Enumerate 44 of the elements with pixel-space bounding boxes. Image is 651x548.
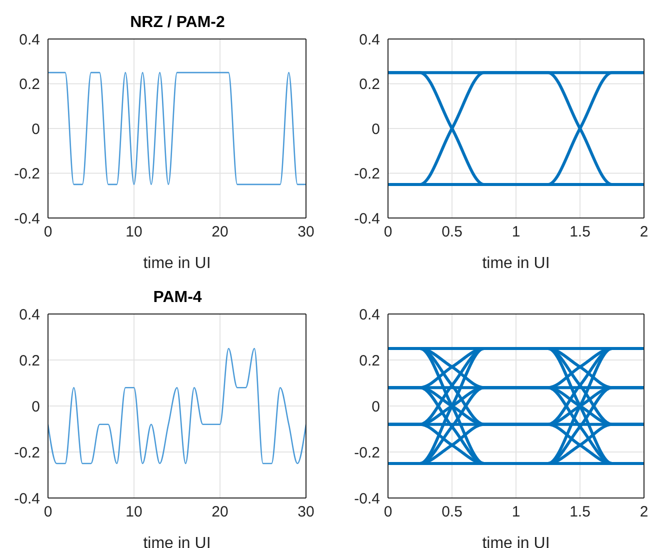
x-tick-label: 30: [298, 224, 314, 241]
y-tick-label: 0.4: [359, 31, 380, 48]
x-axis-title: time in UI: [143, 535, 211, 548]
y-tick-label: 0: [32, 120, 40, 138]
y-tick-label: 0.4: [359, 306, 380, 324]
x-axis-title: time in UI: [482, 255, 550, 272]
y-tick-label: 0.2: [19, 352, 40, 370]
x-tick-label: 0: [384, 224, 392, 241]
y-tick-label: -0.4: [14, 490, 40, 508]
x-tick-label: 0.5: [442, 504, 462, 521]
y-tick-label: -0.2: [354, 444, 380, 462]
x-tick-label: 20: [212, 504, 228, 521]
chart-title: PAM-4: [152, 289, 203, 307]
y-tick-label: 0: [372, 120, 380, 138]
x-tick-label: 0: [44, 224, 52, 241]
y-tick-label: -0.2: [354, 166, 380, 183]
x-tick-label: 1.5: [570, 504, 590, 521]
y-tick-label: 0: [32, 398, 40, 416]
x-axis-title: time in UI: [482, 535, 550, 548]
x-axis-title: time in UI: [143, 255, 211, 272]
x-tick-label: 30: [298, 504, 314, 521]
y-tick-label: 0.2: [19, 76, 40, 94]
y-tick-label: -0.2: [14, 444, 40, 462]
x-tick-label: 2: [640, 504, 648, 521]
x-tick-label: 1: [512, 504, 520, 521]
y-tick-label: -0.4: [14, 210, 40, 228]
chart-title: NRZ / PAM-2: [129, 14, 226, 32]
x-tick-label: 10: [126, 224, 142, 241]
x-tick-label: 0: [44, 504, 52, 521]
x-tick-label: 1: [512, 224, 520, 241]
x-tick-label: 0.5: [442, 224, 462, 241]
x-tick-label: 0: [384, 504, 392, 521]
x-tick-label: 20: [212, 224, 228, 241]
y-tick-label: -0.4: [354, 210, 380, 228]
y-tick-label: 0.4: [19, 306, 40, 324]
y-tick-label: -0.4: [354, 490, 380, 508]
x-tick-label: 2: [640, 224, 648, 241]
y-tick-label: 0.2: [359, 76, 380, 94]
y-tick-label: -0.2: [14, 166, 40, 183]
y-tick-label: 0.4: [19, 31, 40, 48]
x-tick-label: 10: [126, 504, 142, 521]
x-tick-label: 1.5: [570, 224, 590, 241]
y-tick-label: 0: [372, 398, 380, 416]
y-tick-label: 0.2: [359, 352, 380, 370]
